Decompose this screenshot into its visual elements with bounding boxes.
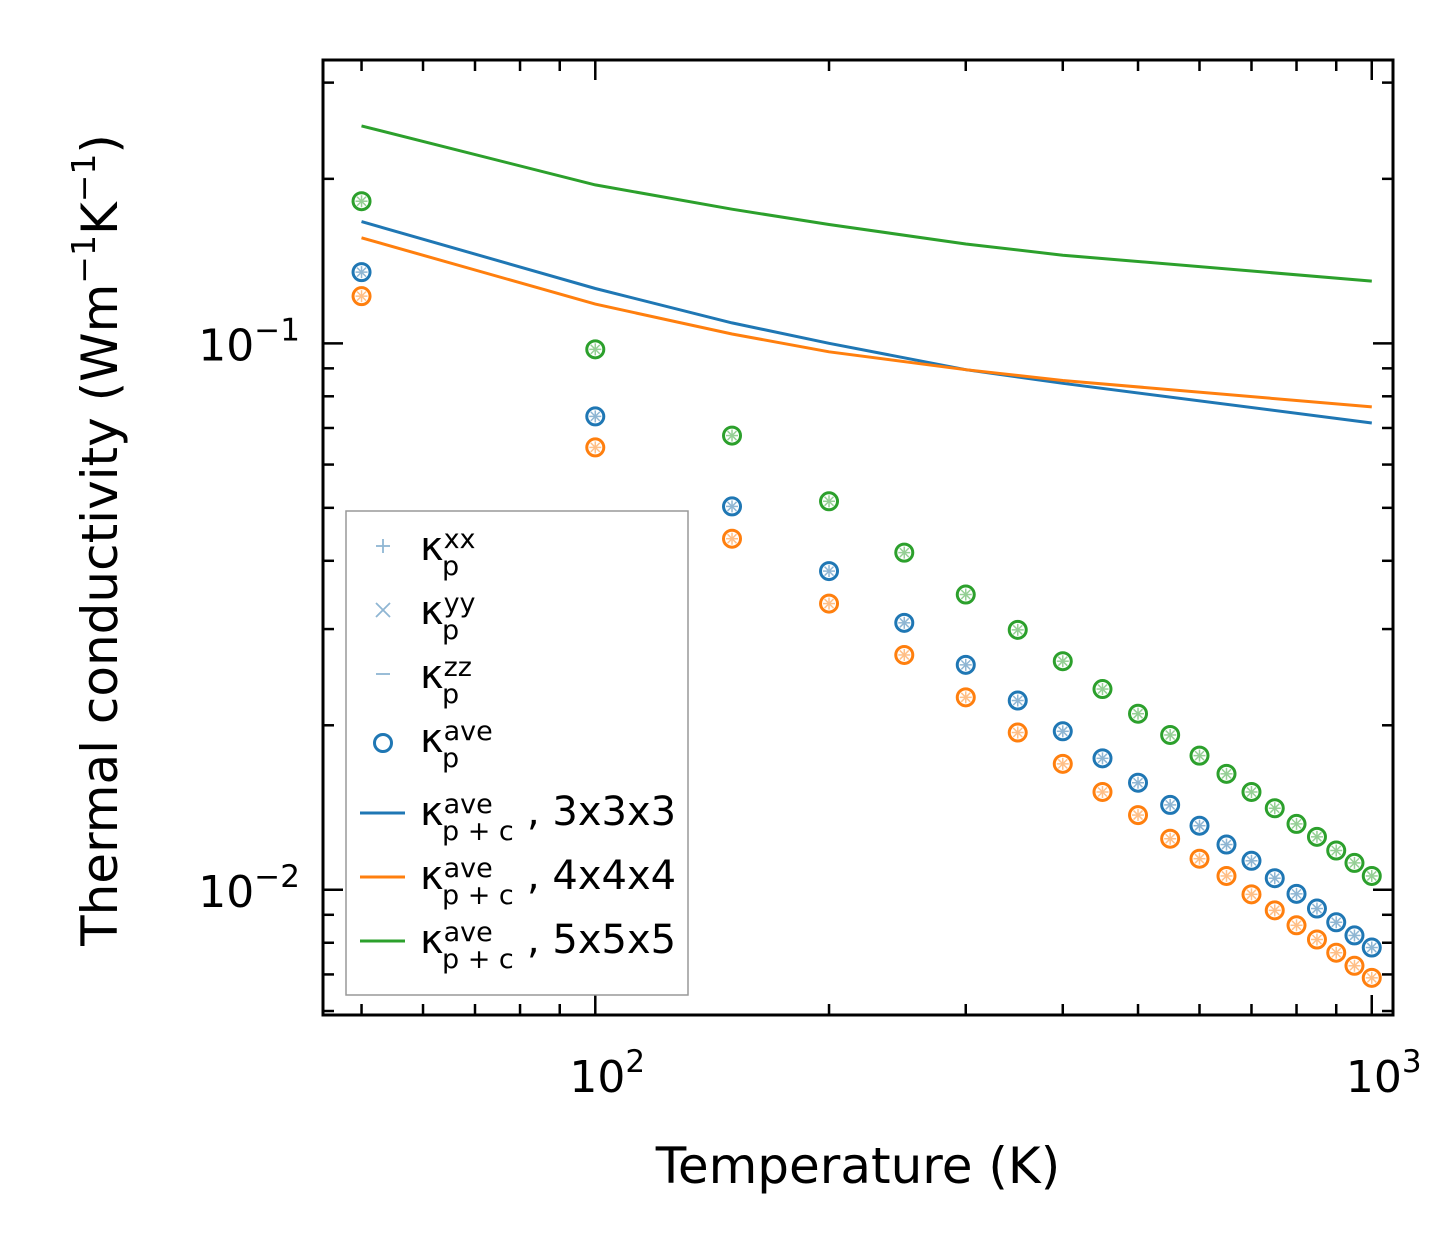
x-axis-label: Temperature (K) [655, 1137, 1060, 1195]
line-series-3x3x3 [361, 220, 1372, 425]
data-point-3x3x3-600 [1189, 815, 1210, 836]
data-point-5x5x5-800 [1286, 813, 1307, 834]
data-point-5x5x5-200 [819, 491, 840, 512]
data-point-3x3x3-150 [722, 496, 743, 517]
data-point-4x4x4-600 [1189, 848, 1210, 869]
data-point-4x4x4-550 [1160, 828, 1181, 849]
data-point-5x5x5-950 [1344, 852, 1365, 873]
data-point-3x3x3-850 [1306, 898, 1327, 919]
data-point-5x5x5-100 [585, 339, 606, 360]
data-point-4x4x4-350 [1007, 722, 1028, 743]
legend-label-5x5x5: κave p + c, 5x5x5 [420, 917, 676, 975]
legend-label-3x3x3: κave p + c, 3x3x3 [420, 789, 676, 847]
y-tick-base: 10 [198, 320, 254, 371]
data-point-3x3x3-900 [1326, 912, 1347, 933]
data-point-3x3x3-700 [1241, 850, 1262, 871]
data-point-3x3x3-400 [1052, 721, 1073, 742]
data-point-3x3x3-200 [819, 561, 840, 582]
data-point-5x5x5-850 [1306, 826, 1327, 847]
data-point-3x3x3-650 [1216, 834, 1237, 855]
x-tick-base: 10 [1346, 1052, 1402, 1103]
data-point-4x4x4-900 [1326, 942, 1347, 963]
points-layer [351, 191, 1382, 988]
x-tick-exp: 3 [1402, 1044, 1422, 1080]
legend-markers [360, 539, 405, 943]
legend-label-kxx: κxx p [420, 524, 476, 582]
data-point-5x5x5-300 [955, 584, 976, 605]
x-tick-label-1000: 103 [1346, 1044, 1422, 1103]
data-point-5x5x5-400 [1052, 651, 1073, 672]
x-tick-exp: 2 [625, 1044, 645, 1080]
data-point-5x5x5-550 [1160, 724, 1181, 745]
legend-label-kave: κave p [420, 716, 493, 774]
legend-label-kzz: κzz p [420, 652, 472, 710]
data-point-5x5x5-500 [1128, 703, 1149, 724]
data-point-4x4x4-950 [1344, 955, 1365, 976]
data-point-3x3x3-550 [1160, 794, 1181, 815]
lines-layer [361, 124, 1372, 425]
data-point-4x4x4-800 [1286, 915, 1307, 936]
data-point-5x5x5-750 [1264, 798, 1285, 819]
line-series-4x4x4 [361, 236, 1372, 409]
y-tick-exp: −2 [254, 859, 300, 895]
y-tick-label-0.1: 10−1 [198, 312, 300, 371]
plot-frame [321, 58, 1395, 1017]
legend-box [345, 510, 689, 996]
data-point-4x4x4-850 [1306, 929, 1327, 950]
x-tick-base: 10 [569, 1052, 625, 1103]
data-point-4x4x4-200 [819, 593, 840, 614]
data-point-5x5x5-350 [1007, 619, 1028, 640]
data-point-3x3x3-1000 [1361, 937, 1382, 958]
data-point-4x4x4-650 [1216, 865, 1237, 886]
data-point-4x4x4-250 [894, 644, 915, 665]
y-tick-base: 10 [198, 867, 254, 918]
data-point-3x3x3-750 [1264, 868, 1285, 889]
data-point-4x4x4-500 [1128, 805, 1149, 826]
data-point-3x3x3-800 [1286, 883, 1307, 904]
legend-label-kyy: κyy p [420, 588, 476, 646]
line-series-5x5x5 [361, 124, 1372, 283]
data-point-5x5x5-900 [1326, 840, 1347, 861]
data-point-3x3x3-350 [1007, 690, 1028, 711]
legend: κxx p κyy p κzz p κave p κave p + c, 3x3x3 κa… [345, 510, 689, 996]
data-point-3x3x3-950 [1344, 925, 1365, 946]
data-point-4x4x4-1000 [1361, 967, 1382, 988]
data-point-5x5x5-700 [1241, 781, 1262, 802]
legend-marker-circle [373, 733, 393, 753]
data-point-5x5x5-50 [351, 191, 372, 212]
data-point-3x3x3-300 [955, 654, 976, 675]
data-point-3x3x3-500 [1128, 772, 1149, 793]
y-tick-exp: −1 [254, 312, 300, 348]
data-point-5x5x5-650 [1216, 763, 1237, 784]
legend-label-4x4x4: κave p + c, 4x4x4 [420, 853, 676, 911]
data-point-5x5x5-1000 [1361, 865, 1382, 886]
legend-marker-plus [376, 539, 390, 553]
data-point-4x4x4-150 [722, 528, 743, 549]
data-point-3x3x3-50 [351, 262, 372, 283]
data-point-4x4x4-700 [1241, 884, 1262, 905]
data-point-3x3x3-100 [585, 406, 606, 427]
data-point-4x4x4-450 [1092, 781, 1113, 802]
legend-marker-x [375, 602, 391, 618]
data-point-5x5x5-150 [722, 425, 743, 446]
data-point-5x5x5-250 [894, 542, 915, 563]
data-point-4x4x4-100 [585, 437, 606, 458]
data-point-4x4x4-750 [1264, 900, 1285, 921]
data-point-4x4x4-400 [1052, 753, 1073, 774]
ticks-layer [323, 60, 1393, 1015]
data-point-4x4x4-50 [351, 286, 372, 307]
y-tick-label-0.01: 10−2 [198, 859, 300, 918]
data-point-5x5x5-450 [1092, 679, 1113, 700]
data-point-5x5x5-600 [1189, 745, 1210, 766]
y-axis-label: Thermal conductivity (Wm−1K−1) [64, 134, 129, 947]
data-point-3x3x3-450 [1092, 748, 1113, 769]
data-point-3x3x3-250 [894, 612, 915, 633]
data-point-4x4x4-300 [955, 687, 976, 708]
x-tick-label-100: 102 [569, 1044, 645, 1103]
